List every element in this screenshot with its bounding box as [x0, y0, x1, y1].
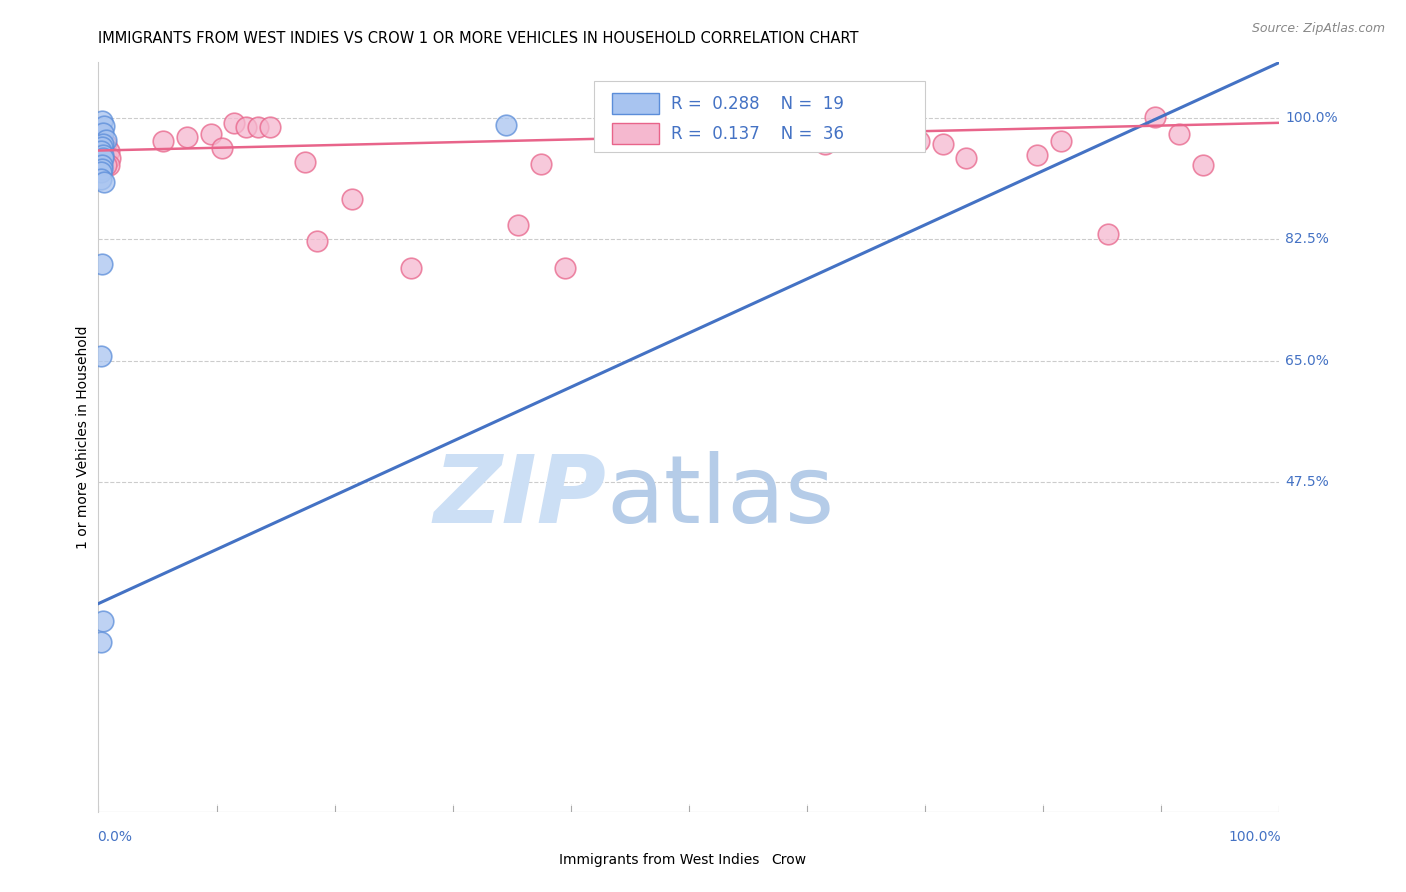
Point [766, 130, 789, 145]
Point [731, 127, 754, 141]
Point [91, 147, 114, 161]
Point [91, 151, 114, 165]
FancyBboxPatch shape [595, 81, 925, 153]
Text: 100.0%: 100.0% [1285, 111, 1339, 125]
Point [90, 145, 112, 159]
Text: Immigrants from West Indies: Immigrants from West Indies [560, 854, 759, 867]
Point [91, 136, 114, 151]
Point [91, 614, 114, 628]
Point [152, 134, 174, 148]
Point [224, 116, 246, 130]
Point [814, 137, 837, 152]
Point [1168, 127, 1191, 141]
Point [93, 176, 115, 190]
FancyBboxPatch shape [612, 123, 659, 145]
Point [90, 172, 112, 186]
Point [90, 634, 112, 648]
Point [94, 133, 117, 147]
Point [1026, 147, 1049, 161]
Point [1097, 227, 1119, 242]
FancyBboxPatch shape [517, 852, 547, 869]
Point [246, 120, 269, 134]
Text: Source: ZipAtlas.com: Source: ZipAtlas.com [1251, 22, 1385, 36]
Point [294, 154, 316, 169]
Point [94, 147, 117, 161]
Point [94, 158, 117, 172]
Point [93, 120, 115, 134]
Text: 0.0%: 0.0% [97, 830, 132, 845]
Point [91, 158, 114, 172]
Point [530, 157, 553, 171]
Y-axis label: 1 or more Vehicles in Household: 1 or more Vehicles in Household [76, 326, 90, 549]
Point [1144, 110, 1167, 124]
Point [1050, 134, 1073, 148]
Point [94, 154, 117, 169]
Point [98, 158, 121, 172]
Point [91, 257, 114, 271]
Text: IMMIGRANTS FROM WEST INDIES VS CROW 1 OR MORE VEHICLES IN HOUSEHOLD CORRELATION : IMMIGRANTS FROM WEST INDIES VS CROW 1 OR… [98, 31, 859, 46]
Point [554, 261, 576, 276]
Point [401, 261, 423, 276]
FancyBboxPatch shape [612, 93, 659, 114]
Point [506, 219, 529, 233]
Point [94, 137, 117, 152]
Point [91, 140, 114, 154]
Point [908, 134, 931, 148]
Point [90, 165, 112, 179]
Text: Crow: Crow [772, 854, 807, 867]
Text: 65.0%: 65.0% [1285, 354, 1329, 368]
Text: 100.0%: 100.0% [1227, 830, 1281, 845]
Point [91, 114, 114, 128]
Point [211, 141, 233, 155]
Text: R =  0.137    N =  36: R = 0.137 N = 36 [671, 125, 844, 143]
Text: R =  0.288    N =  19: R = 0.288 N = 19 [671, 95, 844, 112]
Point [884, 130, 907, 145]
Text: 47.5%: 47.5% [1285, 475, 1329, 489]
Point [91, 128, 114, 143]
Text: 82.5%: 82.5% [1285, 232, 1329, 246]
Point [90, 349, 112, 363]
FancyBboxPatch shape [730, 852, 759, 869]
Point [495, 118, 517, 132]
Point [342, 192, 364, 206]
Point [235, 120, 257, 134]
Point [98, 145, 121, 159]
Point [259, 120, 281, 134]
Point [176, 130, 198, 145]
Point [98, 151, 121, 165]
Point [1191, 158, 1213, 172]
Text: ZIP: ZIP [433, 451, 606, 543]
Point [305, 235, 328, 249]
Point [200, 127, 222, 141]
Point [91, 161, 114, 176]
Point [955, 151, 977, 165]
Point [932, 137, 955, 152]
Point [91, 126, 114, 140]
Text: atlas: atlas [606, 451, 835, 543]
